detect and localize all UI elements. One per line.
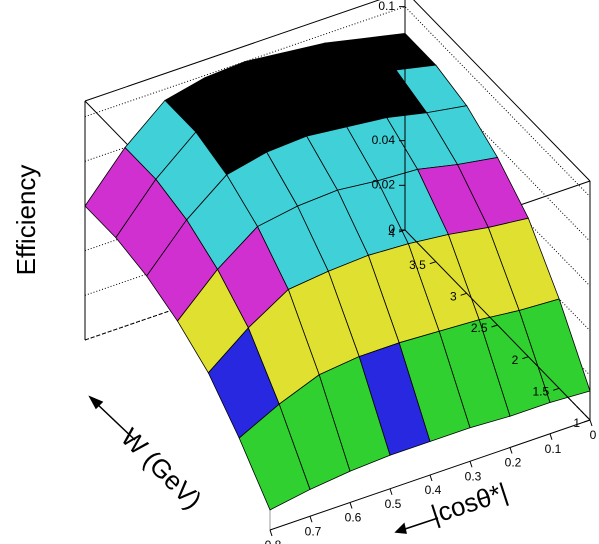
y-tick-label: 0.4	[425, 483, 442, 497]
x-tick-label: 3	[450, 290, 457, 304]
x-tick-label: 1.5	[532, 385, 549, 399]
surface-cell	[238, 403, 311, 511]
x-tick	[491, 324, 498, 328]
box-edge	[413, 0, 591, 182]
z-axis-title: Efficiency	[11, 165, 41, 276]
y-tick	[349, 502, 353, 509]
arrows	[88, 395, 439, 534]
y-tick-label: 0.1	[545, 442, 562, 456]
x-axis-title: W (GeV)	[115, 422, 208, 515]
x-tick-label: 1	[573, 416, 580, 430]
x-tick	[553, 387, 560, 391]
y-tick-label: 0.2	[505, 456, 522, 470]
y-tick-label: 0.5	[385, 497, 402, 511]
box-edge	[84, 0, 381, 102]
y-tick	[469, 461, 473, 468]
x-tick-label: 3.5	[409, 258, 426, 272]
y-tick	[509, 447, 513, 454]
z-tick-label: 0.1	[378, 0, 395, 13]
y-tick	[309, 516, 313, 523]
y-tick-label: 0.8	[265, 538, 282, 544]
y-tick-label: 0.3	[465, 469, 482, 483]
y-tick	[549, 433, 553, 440]
z-tick-label: 0	[388, 222, 395, 236]
y-tick	[269, 529, 273, 537]
y-tick-label: 0	[590, 428, 597, 442]
x-tick	[522, 356, 529, 360]
x-tick	[460, 292, 467, 296]
x-tick-label: 2.5	[471, 321, 488, 335]
x-tick	[398, 229, 406, 233]
x-tick-label: 4	[388, 226, 395, 240]
x-tick-label: 2	[512, 353, 519, 367]
y-tick	[429, 474, 433, 482]
y-tick	[589, 419, 593, 427]
y-tick-label: 0.6	[345, 511, 362, 525]
z-tick-label: 0.02	[372, 177, 396, 191]
z-tick-label: 0.06	[372, 88, 396, 102]
z-tick-label: 0.04	[372, 133, 396, 147]
x-tick	[429, 261, 436, 265]
z-tick-label: 0.08	[372, 43, 396, 57]
y-tick-label: 0.7	[305, 524, 322, 538]
y-tick	[389, 488, 393, 495]
